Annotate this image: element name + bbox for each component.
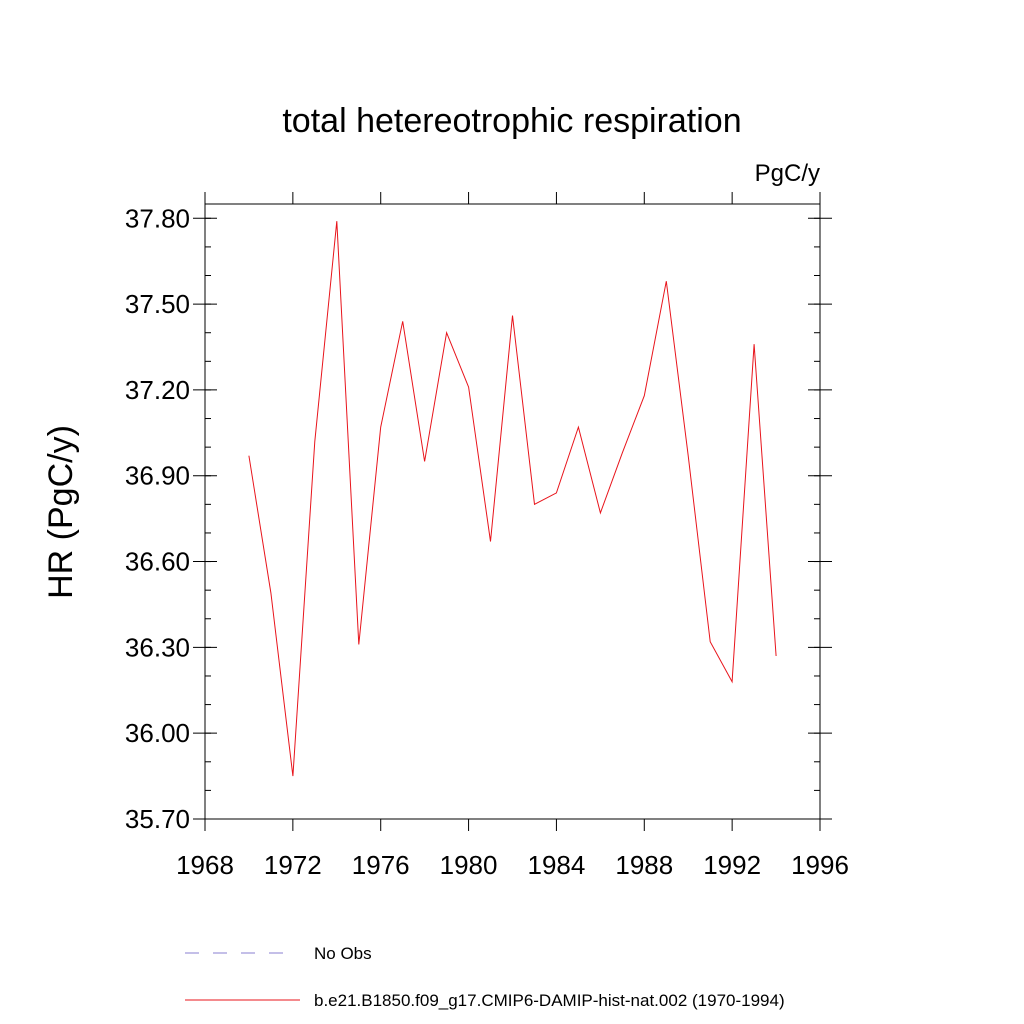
series-layer	[248, 221, 777, 777]
legend: No Obs b.e21.B1850.f09_g17.CMIP6-DAMIP-h…	[185, 944, 785, 1010]
y-axis: 35.70 36.00 36.30 36.60 36.90 37.20 37.50 37.80	[125, 203, 832, 834]
plot-frame	[204, 203, 821, 820]
y-tick-label: 37.20	[125, 375, 190, 405]
x-tick-label: 1968	[176, 850, 234, 880]
series-line	[248, 221, 777, 777]
y-tick-label: 36.60	[125, 547, 190, 577]
y-tick-label: 37.80	[125, 203, 190, 233]
x-tick-label: 1988	[615, 850, 673, 880]
chart-title: total hetereotrophic respiration	[282, 102, 741, 140]
legend-label-no-obs: No Obs	[314, 944, 372, 963]
x-tick-label: 1976	[352, 850, 410, 880]
x-tick-label: 1992	[703, 850, 761, 880]
y-tick-label: 36.90	[125, 461, 190, 491]
y-axis-label: HR (PgC/y)	[42, 425, 80, 599]
y-tick-label: 37.50	[125, 289, 190, 319]
y-tick-label: 36.00	[125, 718, 190, 748]
x-tick-label: 1984	[528, 850, 586, 880]
x-axis: 1968 1972 1976 1980 1984 1988 1992 1996	[176, 192, 849, 880]
y-tick-label: 36.30	[125, 632, 190, 662]
x-tick-label: 1980	[440, 850, 498, 880]
x-tick-label: 1996	[791, 850, 849, 880]
x-tick-label: 1972	[264, 850, 322, 880]
units-label: PgC/y	[755, 160, 820, 187]
legend-label-model: b.e21.B1850.f09_g17.CMIP6-DAMIP-hist-nat…	[314, 991, 785, 1010]
y-tick-label: 35.70	[125, 804, 190, 834]
